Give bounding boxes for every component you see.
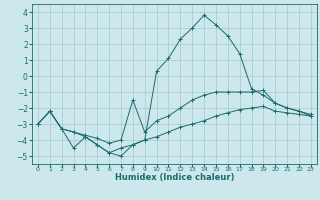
X-axis label: Humidex (Indice chaleur): Humidex (Indice chaleur) [115,173,234,182]
